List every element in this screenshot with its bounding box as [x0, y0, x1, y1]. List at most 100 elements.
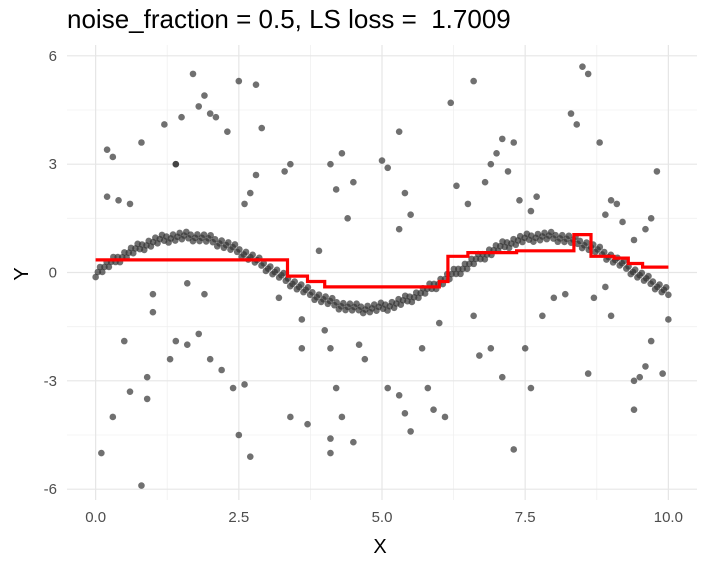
data-point: [327, 160, 334, 168]
data-point: [487, 160, 495, 168]
data-point: [105, 263, 113, 271]
data-point: [527, 384, 535, 392]
data-point: [584, 70, 592, 78]
x-tick-label: 0.0: [85, 509, 106, 526]
data-point: [103, 146, 111, 154]
data-point: [550, 294, 558, 302]
data-point: [224, 128, 231, 135]
data-point: [218, 366, 225, 374]
data-point: [149, 308, 157, 316]
x-tick-label: 5.0: [372, 509, 393, 526]
data-point: [298, 316, 306, 323]
data-point: [630, 377, 638, 385]
data-point: [103, 193, 111, 200]
data-point: [418, 345, 426, 352]
data-point: [327, 449, 334, 457]
data-point: [338, 150, 346, 157]
data-point: [470, 312, 477, 320]
data-point: [126, 200, 134, 208]
data-point: [378, 157, 386, 164]
data-point: [260, 259, 267, 267]
data-point: [252, 171, 260, 179]
data-point: [481, 178, 489, 186]
data-point: [172, 337, 180, 345]
data-point: [647, 337, 655, 345]
data-point: [470, 77, 477, 85]
data-point: [464, 200, 472, 208]
fit-line: [95, 233, 669, 289]
data-point: [631, 266, 639, 273]
data-point: [235, 431, 243, 439]
data-point: [297, 281, 305, 288]
data-point: [138, 139, 145, 146]
data-point: [498, 373, 506, 381]
data-point: [321, 326, 329, 334]
data-point: [344, 215, 351, 222]
data-point: [350, 438, 357, 446]
data-point: [642, 363, 649, 370]
data-point: [315, 291, 323, 298]
data-point: [424, 384, 432, 392]
y-tick-label: 0: [49, 265, 57, 282]
data-point: [298, 345, 306, 352]
data-point: [143, 373, 151, 381]
data-point: [172, 160, 180, 168]
data-point: [539, 312, 546, 320]
data-point: [649, 278, 657, 285]
data-point: [333, 299, 340, 306]
data-point: [576, 237, 584, 245]
data-point: [241, 381, 248, 388]
data-point: [98, 449, 105, 457]
data-point: [607, 312, 615, 320]
data-point: [178, 113, 185, 121]
data-point: [304, 284, 312, 291]
data-point: [315, 247, 323, 255]
x-tick-label: 10.0: [654, 509, 683, 526]
data-point: [287, 413, 294, 421]
y-tick-labels: -6 -3 0 3 6: [44, 48, 57, 498]
data-point: [109, 153, 117, 161]
data-point: [653, 168, 661, 175]
data-point: [236, 246, 243, 253]
x-tick-label: 2.5: [228, 509, 249, 526]
data-point: [510, 446, 518, 453]
data-point: [98, 268, 106, 276]
data-point: [109, 413, 117, 421]
data-point: [361, 355, 369, 363]
data-point: [322, 293, 329, 300]
data-point: [225, 239, 232, 246]
data-point: [567, 110, 575, 117]
data-point: [183, 280, 191, 287]
data-point: [350, 178, 357, 186]
data-point: [401, 189, 409, 197]
data-point: [665, 291, 672, 299]
data-point: [120, 337, 128, 345]
data-point: [457, 270, 464, 278]
data-point: [558, 231, 566, 239]
data-point: [115, 196, 122, 204]
y-axis-title: Y: [11, 267, 33, 280]
data-point: [395, 391, 403, 399]
data-point: [602, 211, 609, 219]
data-point: [309, 289, 316, 296]
data-point: [231, 241, 239, 248]
data-point: [498, 135, 506, 143]
data-point: [395, 225, 403, 233]
data-point: [493, 150, 500, 157]
data-point: [189, 70, 197, 78]
data-point: [395, 128, 403, 135]
data-point: [662, 284, 670, 291]
data-point: [584, 370, 592, 377]
data-point: [280, 269, 287, 277]
data-point: [281, 168, 288, 175]
data-point: [267, 263, 274, 270]
data-point: [510, 139, 518, 146]
data-point: [235, 77, 243, 85]
data-point: [212, 113, 220, 121]
data-point: [630, 236, 638, 244]
data-point: [636, 373, 644, 381]
data-point: [201, 92, 208, 99]
data-point: [355, 341, 363, 349]
y-tick-label: 6: [49, 48, 57, 65]
